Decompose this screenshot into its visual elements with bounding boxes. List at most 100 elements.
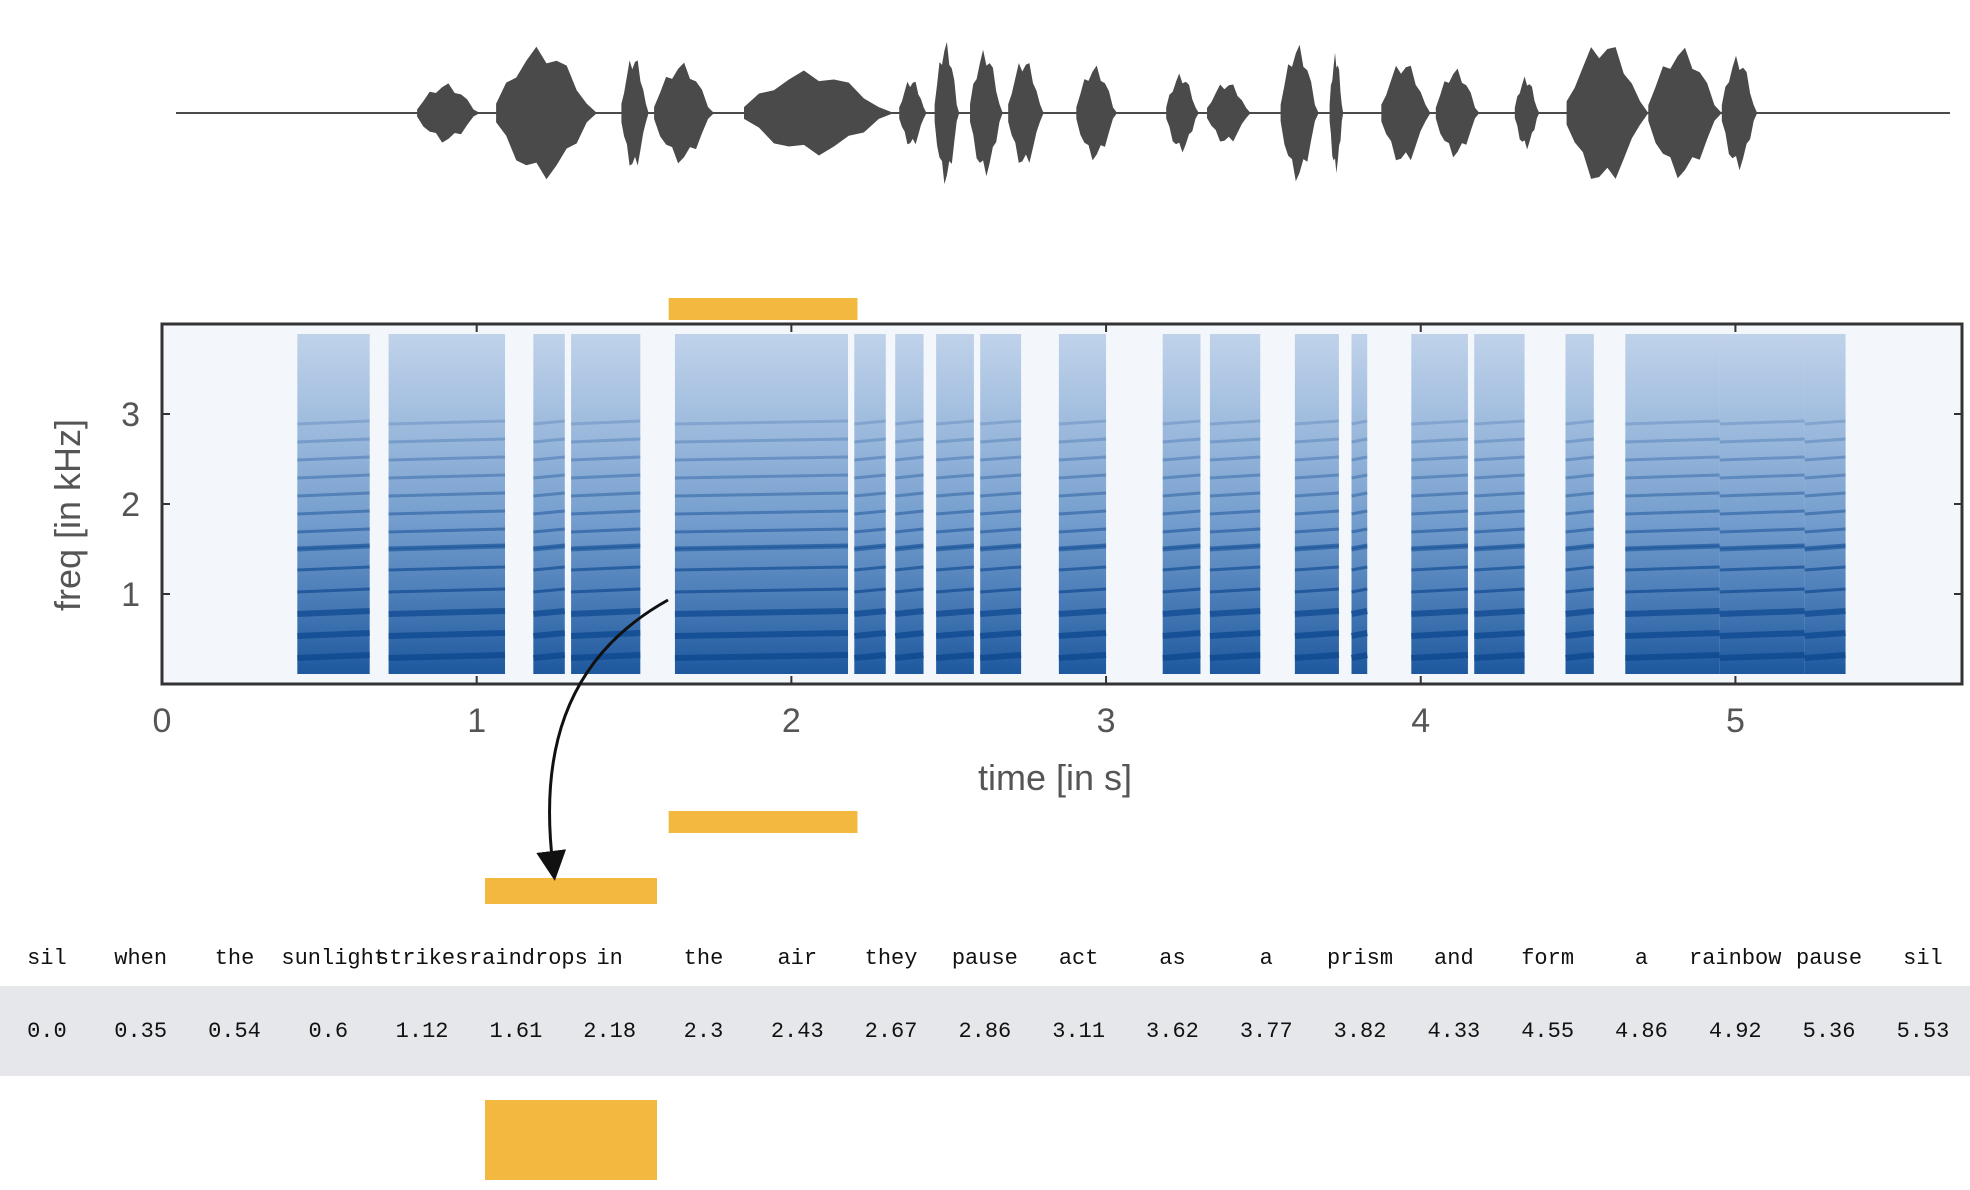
word-cell: sil	[27, 945, 67, 971]
harmonic-band	[1565, 491, 1594, 498]
time-cell: 0.35	[93, 986, 188, 1076]
harmonic-band	[1474, 527, 1525, 534]
harmonic-band	[297, 652, 370, 661]
word-cell: and	[1434, 945, 1474, 971]
harmonic-band	[980, 437, 1022, 444]
harmonic-band	[1162, 509, 1201, 516]
waveform-burst-2	[621, 60, 649, 166]
harmonic-band	[1625, 587, 1720, 594]
harmonic-band	[570, 652, 641, 661]
time-cell: 2.3	[656, 986, 751, 1076]
harmonic-band	[388, 545, 506, 552]
harmonic-band	[1209, 587, 1261, 594]
harmonic-band	[895, 509, 924, 516]
harmonic-band	[1294, 455, 1340, 462]
harmonic-band	[936, 527, 975, 534]
harmonic-band	[388, 543, 506, 550]
harmonic-band	[297, 437, 370, 444]
word-cell: pause	[1796, 945, 1863, 971]
harmonic-band	[1804, 437, 1846, 444]
harmonic-band	[980, 419, 1022, 426]
waveform-burst-10	[1166, 73, 1199, 153]
harmonic-band	[935, 608, 975, 617]
harmonic-band	[1719, 543, 1805, 550]
spectrogram-segment-19	[1804, 334, 1846, 674]
harmonic-band	[1804, 630, 1846, 639]
waveform-burst-13	[1329, 52, 1344, 174]
harmonic-band	[1565, 652, 1595, 661]
harmonic-band	[1411, 455, 1469, 462]
harmonic-band	[936, 491, 975, 498]
harmonic-band	[1719, 630, 1805, 639]
harmonic-band	[674, 652, 849, 661]
harmonic-band	[1804, 419, 1846, 426]
harmonic-band	[1294, 527, 1340, 534]
harmonic-band	[1294, 630, 1340, 639]
harmonic-band	[1411, 587, 1469, 594]
harmonic-band	[1474, 455, 1525, 462]
harmonic-band	[1058, 543, 1107, 550]
harmonic-band	[1058, 455, 1107, 462]
harmonic-band	[1162, 565, 1201, 572]
spectrogram-segment-14	[1411, 334, 1468, 674]
harmonic-band	[1058, 587, 1107, 594]
harmonic-band	[1474, 545, 1525, 552]
time-cell: 2.67	[844, 986, 938, 1076]
harmonic-band	[1719, 608, 1805, 617]
harmonic-band	[1351, 565, 1368, 572]
harmonic-band	[980, 455, 1022, 462]
harmonic-band	[936, 437, 975, 444]
harmonic-band	[1804, 543, 1846, 550]
harmonic-band	[1804, 527, 1846, 534]
harmonic-band	[297, 527, 370, 534]
harmonic-band	[979, 608, 1022, 617]
harmonic-band	[297, 455, 370, 462]
harmonic-band	[1804, 473, 1846, 480]
harmonic-band	[1162, 527, 1201, 534]
harmonic-band	[674, 608, 849, 617]
waveform-burst-19	[1721, 55, 1758, 171]
harmonic-band	[1474, 437, 1525, 444]
harmonic-band	[1351, 543, 1368, 550]
word-cell: as	[1159, 945, 1186, 971]
harmonic-band	[1474, 652, 1525, 661]
harmonic-band	[1565, 587, 1594, 594]
spectrogram-segment-9	[1058, 334, 1107, 674]
harmonic-band	[1294, 587, 1340, 594]
waveform-burst-14	[1381, 65, 1431, 161]
harmonic-band	[1804, 455, 1846, 462]
harmonic-band	[1474, 419, 1525, 426]
harmonic-band	[1294, 509, 1340, 516]
harmonic-band	[674, 437, 849, 444]
harmonic-band	[1209, 527, 1261, 534]
harmonic-band	[979, 630, 1022, 639]
harmonic-band	[571, 419, 641, 426]
harmonic-band	[1411, 565, 1469, 572]
x-axis-ticks: 0 1 2 3 4 5	[153, 324, 1745, 740]
harmonic-band	[1209, 509, 1261, 516]
spectrogram-segment-3	[571, 334, 641, 674]
harmonic-band	[1162, 545, 1201, 552]
harmonic-band	[1162, 491, 1201, 498]
x-tick-label: 0	[153, 702, 172, 740]
highlight-bar-word	[485, 878, 657, 904]
harmonic-band	[935, 652, 975, 661]
harmonic-band	[980, 491, 1022, 498]
harmonic-band	[1474, 630, 1525, 639]
harmonic-band	[1058, 419, 1107, 426]
harmonic-band	[1162, 630, 1201, 639]
harmonic-band	[297, 543, 370, 550]
harmonic-band	[1625, 491, 1720, 498]
harmonic-band	[1350, 630, 1368, 639]
word-cell: the	[683, 945, 724, 971]
harmonic-band	[571, 509, 641, 516]
harmonic-band	[1351, 587, 1368, 594]
harmonic-band	[1625, 473, 1720, 480]
harmonic-band	[1625, 455, 1720, 462]
word-cell: sil	[1903, 945, 1943, 971]
harmonic-band	[1351, 545, 1368, 552]
harmonic-band	[1719, 473, 1805, 480]
time-cell: 4.33	[1406, 986, 1501, 1076]
harmonic-band	[1058, 509, 1107, 516]
